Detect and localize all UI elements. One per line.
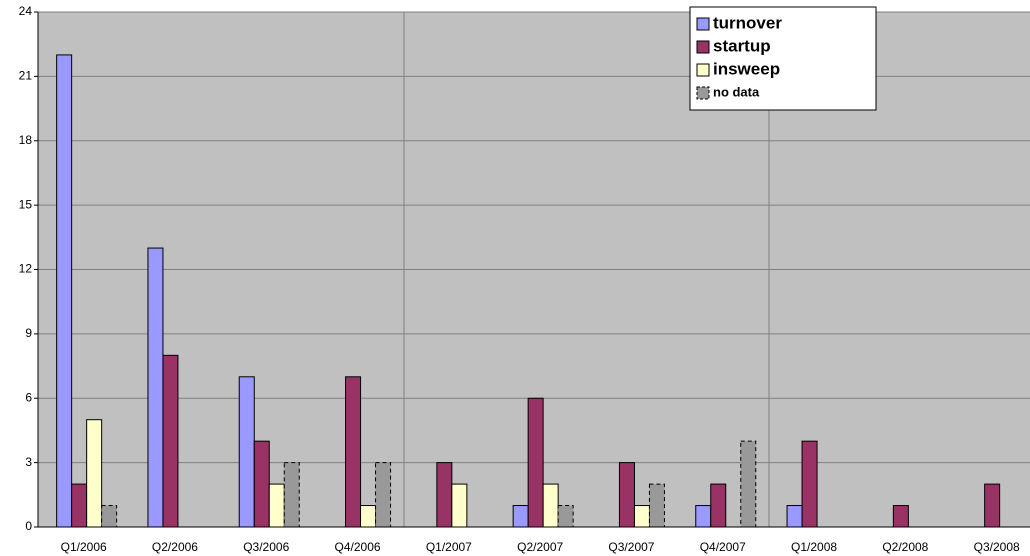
bar	[345, 376, 362, 528]
y-tick-label: 3	[25, 455, 32, 469]
x-tick-label: Q3/2007	[608, 540, 654, 554]
bar	[892, 505, 909, 528]
bar	[648, 483, 665, 528]
bar	[101, 505, 118, 528]
y-tick-label: 24	[19, 4, 33, 18]
y-tick-label: 21	[19, 69, 33, 83]
bar	[451, 483, 468, 528]
bar	[542, 483, 559, 528]
x-tick-label: Q1/2007	[426, 540, 472, 554]
bar	[557, 505, 574, 528]
legend: turnover startup insweep no data	[689, 6, 877, 111]
bar	[360, 505, 377, 528]
legend-swatch	[696, 40, 710, 54]
x-tick-label: Q4/2006	[335, 540, 381, 554]
x-tick-label: Q3/2008	[974, 540, 1020, 554]
legend-label: startup	[713, 36, 771, 55]
bar	[375, 462, 392, 528]
legend-label: turnover	[713, 13, 782, 32]
y-tick-label: 15	[19, 197, 33, 211]
bar	[512, 505, 529, 528]
legend-label: no data	[713, 84, 760, 99]
x-tick-label: Q2/2008	[882, 540, 928, 554]
bar	[268, 483, 285, 528]
legend-box	[689, 6, 877, 111]
bar	[984, 483, 1001, 528]
bar	[56, 54, 73, 528]
legend-swatch	[696, 86, 710, 100]
bar	[253, 440, 270, 528]
legend-swatch	[696, 17, 710, 31]
legend-swatch	[696, 63, 710, 77]
bar	[147, 247, 164, 528]
bar	[786, 505, 803, 528]
bar	[436, 462, 453, 528]
y-tick-label: 0	[25, 519, 32, 533]
x-tick-label: Q2/2007	[517, 540, 563, 554]
bar	[695, 505, 712, 528]
bar	[740, 440, 757, 528]
bar	[162, 354, 179, 528]
bar	[710, 483, 727, 528]
bar	[238, 376, 255, 528]
y-tick-label: 9	[25, 326, 32, 340]
x-tick-label: Q2/2006	[152, 540, 198, 554]
bar	[86, 419, 103, 528]
bar	[633, 505, 650, 528]
x-tick-label: Q1/2008	[791, 540, 837, 554]
bar	[527, 397, 544, 528]
bar	[71, 483, 88, 528]
x-tick-label: Q1/2006	[61, 540, 107, 554]
x-tick-label: Q4/2007	[700, 540, 746, 554]
y-tick-label: 6	[25, 390, 32, 404]
bar	[801, 440, 818, 528]
x-tick-label: Q3/2006	[243, 540, 289, 554]
bar	[283, 462, 300, 528]
legend-label: insweep	[713, 59, 780, 78]
y-tick-label: 18	[19, 133, 33, 147]
y-tick-label: 12	[19, 262, 33, 276]
bar	[618, 462, 635, 528]
